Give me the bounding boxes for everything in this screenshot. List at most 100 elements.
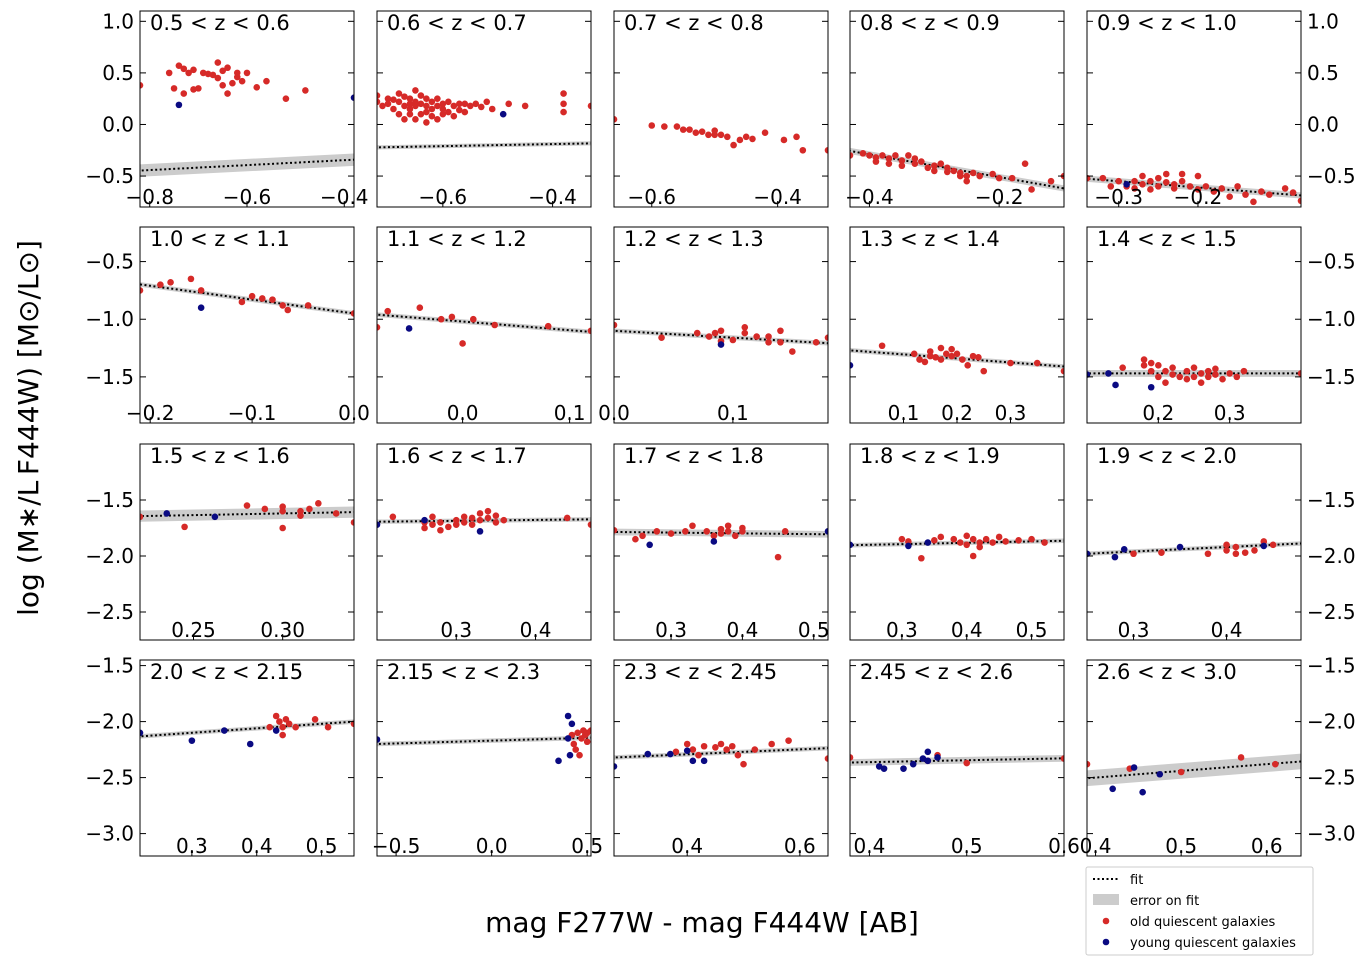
old-galaxy-point	[209, 71, 217, 79]
young-galaxy-point	[211, 513, 219, 521]
panel-15: −1.5 −2.0 −2.5 0.3 0.4 1.9 < z < 2.0	[1086, 443, 1356, 642]
panel-frame	[613, 10, 829, 208]
panel-plot-area	[140, 275, 354, 317]
old-galaxy-point	[1223, 541, 1230, 549]
old-galaxy-point	[468, 521, 476, 528]
panel-plot-area	[850, 748, 1064, 772]
old-galaxy-point	[1258, 188, 1265, 195]
panel-4: −0.4 −0.2 0.8 < z < 0.9	[845, 10, 1065, 209]
old-galaxy-point	[1197, 379, 1205, 386]
old-galaxy-point	[253, 84, 261, 91]
old-galaxy-point	[777, 327, 784, 335]
old-galaxy-point	[695, 751, 702, 759]
old-galaxy-point	[905, 152, 912, 159]
panel-redshift-title: 2.15 < z < 2.3	[387, 660, 540, 684]
old-galaxy-point	[456, 106, 463, 114]
old-galaxy-point	[165, 69, 173, 77]
old-galaxy-point	[950, 167, 958, 175]
y-tick-label: −2.5	[1307, 766, 1356, 790]
old-galaxy-point	[749, 135, 756, 143]
old-galaxy-point	[437, 315, 445, 323]
panel-plot-area	[614, 116, 828, 154]
panel-plot-area	[377, 507, 591, 535]
fit-line	[377, 142, 591, 149]
old-galaxy-point	[1107, 183, 1115, 190]
old-galaxy-point	[1028, 186, 1035, 193]
error-band	[377, 312, 591, 335]
x-tick-label: 0.2	[1142, 401, 1174, 425]
panel-2: −0.6 −0.4 0.6 < z < 0.7	[376, 10, 592, 209]
legend-old-marker	[1102, 917, 1110, 925]
error-band	[140, 719, 354, 739]
old-galaxy-point	[734, 751, 742, 759]
old-galaxy-point	[468, 514, 476, 522]
old-galaxy-point	[780, 136, 788, 144]
old-galaxy-point	[976, 172, 983, 180]
panel-frame	[139, 226, 355, 424]
old-galaxy-point	[583, 738, 591, 746]
old-galaxy-point	[1115, 177, 1123, 185]
y-tick-label: −1.5	[1307, 488, 1356, 512]
young-galaxy-point	[646, 541, 653, 549]
old-galaxy-point	[793, 133, 800, 141]
panel-frame	[849, 659, 1065, 857]
old-galaxy-point	[406, 95, 414, 102]
young-galaxy-point	[1147, 383, 1155, 391]
old-galaxy-point	[1002, 538, 1009, 545]
old-galaxy-point	[248, 292, 256, 300]
old-galaxy-point	[279, 524, 286, 532]
old-galaxy-point	[1232, 543, 1240, 551]
old-galaxy-point	[950, 535, 958, 543]
old-galaxy-point	[429, 521, 436, 528]
panel-16: −1.5 −2.0 −2.5 −3.0 0.3 0.4 0.5 2.0 < z < 2.15	[85, 654, 355, 858]
x-tick-label: 0.1	[554, 401, 586, 425]
old-galaxy-point	[500, 516, 508, 524]
old-galaxy-point	[937, 356, 945, 363]
legend-young-label: young quiescent galaxies	[1130, 936, 1296, 951]
young-galaxy-point	[1156, 770, 1164, 778]
old-galaxy-point	[964, 362, 971, 369]
y-tick-label: −2.0	[1307, 544, 1356, 568]
old-galaxy-point	[937, 344, 945, 352]
old-galaxy-point	[1155, 373, 1162, 381]
panel-redshift-title: 0.8 < z < 0.9	[860, 11, 1000, 35]
young-galaxy-point	[1130, 764, 1138, 771]
old-galaxy-point	[180, 65, 188, 73]
panel-redshift-title: 1.9 < z < 2.0	[1097, 444, 1237, 468]
old-galaxy-point	[1147, 367, 1155, 375]
old-galaxy-point	[1212, 371, 1219, 378]
x-tick-label: 0.5	[571, 834, 603, 858]
x-tick-label: 0.4	[241, 834, 273, 858]
old-galaxy-point	[434, 116, 441, 123]
old-galaxy-point	[1183, 375, 1191, 383]
old-galaxy-point	[1289, 189, 1297, 196]
young-galaxy-point	[1112, 381, 1119, 389]
old-galaxy-point	[1178, 170, 1186, 178]
old-galaxy-point	[717, 530, 725, 537]
panel-13: 0.3 0.4 0.5 1.7 < z < 1.8	[613, 443, 830, 642]
old-galaxy-point	[1183, 367, 1191, 375]
old-galaxy-point	[1194, 172, 1202, 180]
x-tick-label: −0.2	[126, 401, 175, 425]
x-tick-label: 0.5	[798, 618, 830, 642]
old-galaxy-point	[421, 524, 428, 532]
old-galaxy-point	[963, 177, 971, 185]
young-galaxy-point	[909, 760, 917, 768]
x-axis-label: mag F277W - mag F444W [AB]	[485, 906, 919, 939]
x-tick-label: 0.0	[338, 401, 370, 425]
panel-redshift-title: 0.5 < z < 0.6	[150, 11, 290, 35]
old-galaxy-point	[969, 169, 977, 177]
young-galaxy-point	[568, 720, 576, 728]
old-galaxy-point	[729, 336, 737, 344]
panel-19: 0.4 0.5 0.6 2.45 < z < 2.6	[849, 659, 1080, 858]
young-galaxy-point	[175, 101, 183, 109]
old-galaxy-point	[197, 287, 205, 294]
old-galaxy-point	[982, 535, 990, 543]
old-galaxy-point	[1021, 160, 1029, 167]
x-tick-label: −0.6	[627, 185, 676, 209]
old-galaxy-point	[686, 126, 693, 133]
panel-plot-area	[377, 304, 591, 347]
old-galaxy-point	[428, 112, 436, 120]
old-galaxy-point	[1242, 191, 1249, 198]
y-tick-label: −1.0	[1307, 307, 1356, 331]
